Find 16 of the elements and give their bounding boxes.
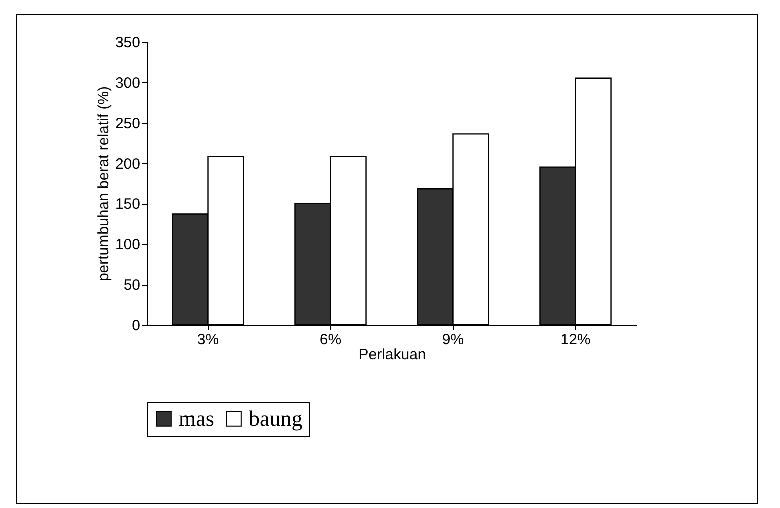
- y-tick-label: 300: [115, 74, 140, 92]
- y-tick-label: 200: [115, 156, 140, 173]
- legend-label: baung: [249, 406, 303, 431]
- y-tick-label: 350: [115, 34, 140, 52]
- x-tick-label: 12%: [560, 332, 591, 348]
- y-tick-label: 100: [115, 236, 140, 254]
- y-tick-label: 150: [115, 196, 140, 214]
- y-tick-label: 0: [132, 318, 140, 334]
- y-axis-title: pertumbuhan berat relatif (%): [95, 86, 112, 282]
- x-tick-label: 3%: [197, 332, 220, 348]
- y-tick-label: 50: [124, 277, 140, 294]
- y-tick-label: 250: [115, 115, 140, 132]
- x-tick-label: 6%: [320, 332, 342, 348]
- legend-label: mas: [179, 406, 214, 431]
- x-axis-title: Perlakuan: [358, 346, 426, 364]
- x-tick-label: 9%: [442, 332, 464, 348]
